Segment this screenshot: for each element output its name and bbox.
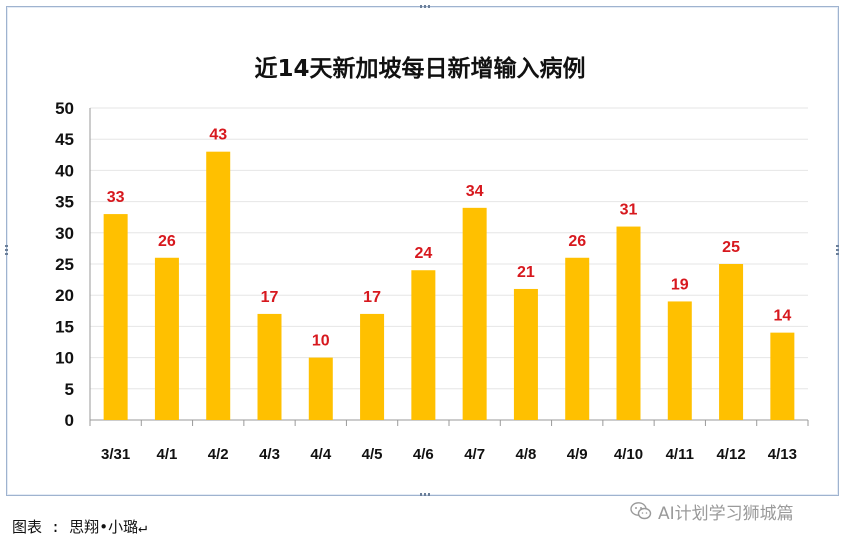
data-label: 26 [158, 233, 176, 250]
y-tick-label: 25 [55, 255, 74, 274]
x-tick-label: 4/3 [259, 446, 280, 463]
y-tick-label: 40 [55, 161, 74, 180]
caption: 图表 : 思翔•小璐↵ [12, 518, 148, 536]
x-tick-label: 4/13 [768, 446, 797, 463]
bar [770, 332, 795, 420]
data-label: 17 [363, 289, 381, 306]
y-tick-label: 15 [55, 317, 74, 336]
x-tick-label: 4/5 [362, 446, 383, 463]
x-tick-label: 4/4 [310, 446, 332, 463]
bars [103, 151, 795, 420]
right-resize-grip[interactable] [836, 245, 840, 257]
bar [308, 357, 333, 420]
wechat-icon [630, 502, 652, 520]
x-tick-label: 4/12 [716, 446, 745, 463]
x-tick-label: 4/8 [515, 446, 536, 463]
top-resize-grip[interactable] [420, 5, 432, 9]
gridlines [89, 107, 809, 426]
bar [513, 288, 538, 420]
left-resize-grip[interactable] [5, 245, 9, 257]
watermark-text: AI计划学习狮城篇 [658, 503, 794, 524]
bar [667, 301, 692, 420]
bar [565, 257, 590, 420]
y-tick-label: 50 [55, 99, 74, 118]
data-label: 33 [107, 189, 125, 206]
y-tick-label: 30 [55, 224, 74, 243]
data-label: 21 [517, 264, 535, 281]
bar [103, 214, 128, 420]
x-tick-label: 4/9 [567, 446, 588, 463]
bar-chart: 近14天新加坡每日新增输入病例 0 5 10 15 20 25 30 35 40 45 50 33 2… [55, 55, 809, 463]
bar [411, 270, 436, 420]
bar [206, 151, 231, 420]
bottom-resize-grip[interactable] [420, 493, 432, 497]
data-label: 10 [312, 333, 330, 350]
data-label: 34 [466, 183, 484, 200]
bar [616, 226, 641, 420]
y-tick-label: 45 [55, 130, 74, 149]
data-label: 31 [620, 202, 638, 219]
bar [719, 264, 744, 420]
data-labels: 33 26 43 17 10 17 24 34 21 26 31 19 25 14 [107, 127, 792, 350]
data-label: 25 [722, 239, 740, 256]
y-tick-label: 20 [55, 286, 74, 305]
x-tick-label: 4/7 [464, 446, 485, 463]
data-label: 14 [773, 308, 791, 325]
y-tick-label: 5 [65, 380, 74, 399]
x-tick-label: 4/2 [208, 446, 229, 463]
bar [154, 257, 179, 420]
y-tick-label: 35 [55, 193, 74, 212]
data-label: 17 [261, 289, 279, 306]
bar [462, 207, 487, 420]
x-tick-label: 4/1 [156, 446, 177, 463]
chart-title: 近14天新加坡每日新增输入病例 [254, 55, 585, 82]
y-tick-label: 10 [55, 349, 74, 368]
x-tick-label: 4/11 [666, 446, 694, 463]
x-tick-label: 4/10 [614, 446, 643, 463]
data-label: 43 [209, 127, 227, 144]
y-tick-label: 0 [65, 411, 74, 430]
x-axis-ticks: 3/31 4/1 4/2 4/3 4/4 4/5 4/6 4/7 4/8 4/9 4/10 4/11 4… [101, 446, 797, 463]
bar [360, 313, 385, 420]
data-label: 19 [671, 276, 689, 293]
bar [257, 313, 282, 420]
data-label: 26 [568, 233, 586, 250]
x-tick-label: 4/6 [413, 446, 434, 463]
data-label: 24 [414, 245, 432, 262]
x-tick-label: 3/31 [101, 446, 130, 463]
y-axis-ticks: 0 5 10 15 20 25 30 35 40 45 50 [55, 99, 74, 430]
watermark: AI计划学习狮城篇 [630, 500, 794, 524]
